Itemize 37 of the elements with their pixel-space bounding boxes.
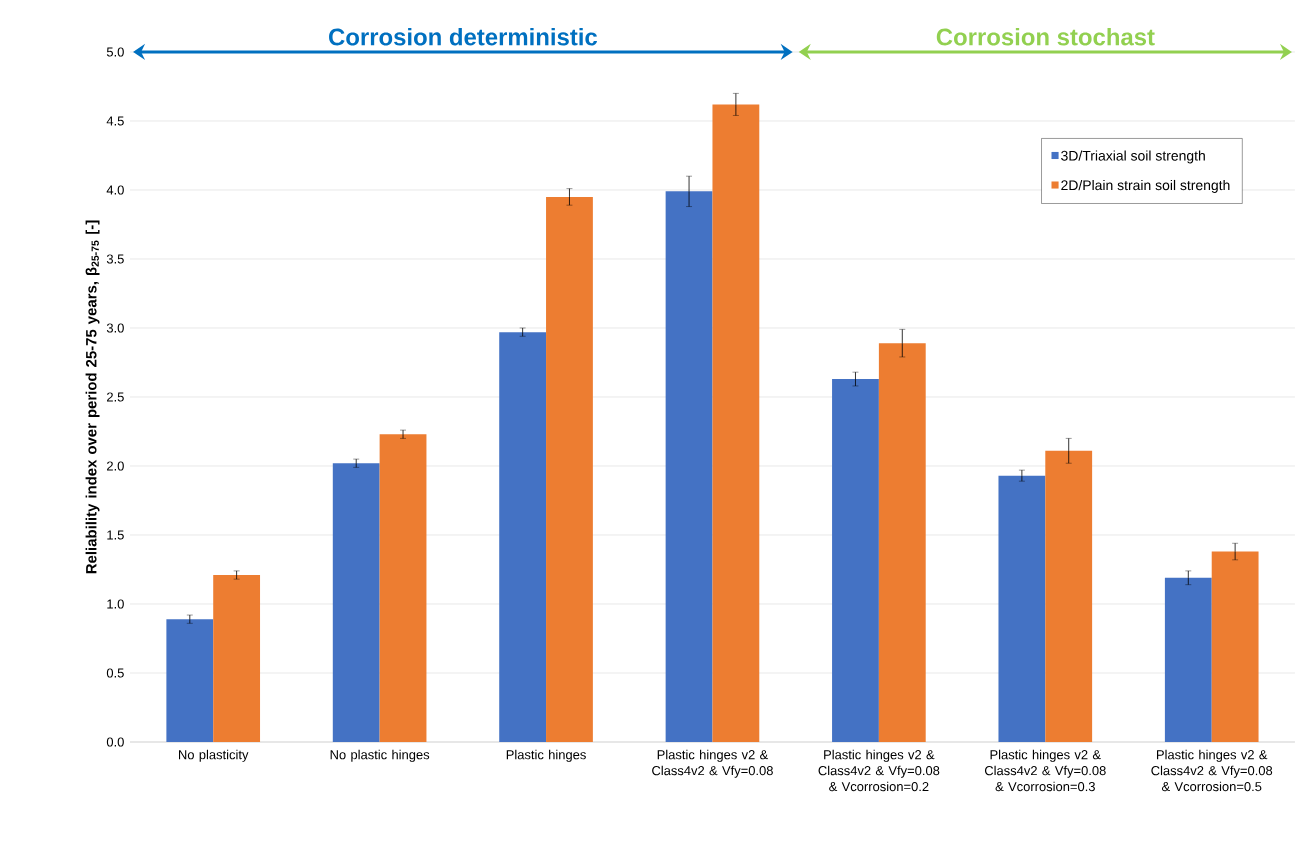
x-tick-label: Plastic hinges — [506, 749, 586, 762]
legend-label: 3D/Triaxial soil strength — [1061, 150, 1205, 164]
y-tick-label: 4.0 — [106, 185, 124, 195]
y-axis-title: Reliability index over period 25-75 years, β$_{25-75}$ [-] — [85, 220, 100, 574]
x-tick-label: Plastic hinges v2 & Class4v2 & Vfy=0.08 & Vcorrosion=0.3 — [984, 749, 1106, 792]
bar — [332, 463, 380, 742]
legend-label: 2D/Plain strain soil strength — [1061, 179, 1230, 193]
bar — [1164, 577, 1212, 742]
bar — [1045, 450, 1093, 742]
bar — [665, 191, 713, 742]
text: Corrosion deterministic — [329, 27, 598, 46]
x-tick-label: No plastic hinges — [330, 749, 430, 762]
y-tick-label: 3.0 — [106, 323, 124, 333]
bar — [832, 379, 879, 742]
bar — [878, 343, 926, 742]
x-tick-label: Plastic hinges v2 & Class4v2 & Vfy=0.08 — [652, 749, 773, 778]
y-tick-label: 1.0 — [107, 599, 124, 609]
bar — [379, 434, 427, 742]
y-tick-label: 0.0 — [106, 737, 124, 747]
y-tick-label: 2.5 — [107, 392, 124, 402]
bar — [546, 196, 593, 742]
bar — [166, 619, 214, 742]
bar — [712, 104, 760, 742]
y-tick-label: 2.0 — [107, 461, 124, 471]
bar — [1211, 551, 1259, 742]
x-tick-label: Plastic hinges v2 & Class4v2 & Vfy=0.08 & Vcorrosion=0.2 — [818, 749, 940, 792]
y-tick-label: 0.5 — [106, 668, 124, 678]
x-tick-label: Plastic hinges v2 & Class4v2 & Vfy=0.08 & Vcorrosion=0.5 — [1151, 749, 1273, 792]
y-tick-label: 3.5 — [106, 254, 124, 264]
bar — [499, 332, 547, 742]
y-tick-label: 1.5 — [107, 530, 124, 540]
y-tick-label: 4.5 — [106, 116, 124, 126]
text: Corrosion stochast — [936, 27, 1155, 46]
bar — [998, 475, 1046, 742]
x-tick-label: No plasticity — [179, 749, 249, 762]
bar — [213, 575, 261, 742]
y-tick-label: 5.0 — [106, 47, 124, 57]
